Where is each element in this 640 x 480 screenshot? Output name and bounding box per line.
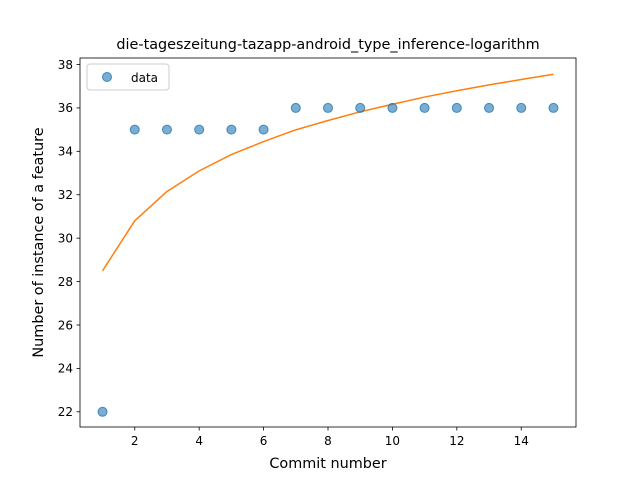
y-axis: 22 24 26 28 30 32 34 36 38 bbox=[58, 58, 80, 419]
plot-background bbox=[80, 58, 576, 427]
y-tick-label: 38 bbox=[58, 58, 73, 72]
data-point bbox=[194, 124, 205, 135]
x-tick-label: 2 bbox=[131, 434, 139, 448]
data-point bbox=[451, 102, 462, 113]
data-point bbox=[161, 124, 172, 135]
data-point bbox=[97, 406, 108, 417]
data-points-layer bbox=[97, 102, 559, 417]
fit-line bbox=[101, 73, 554, 272]
x-tick-label: 8 bbox=[324, 434, 332, 448]
chart-title: die-tageszeitung-tazapp-android_type_inf… bbox=[116, 37, 539, 53]
data-point bbox=[548, 102, 559, 113]
data-point bbox=[290, 102, 301, 113]
data-point bbox=[355, 102, 366, 113]
y-tick-label: 30 bbox=[58, 231, 73, 245]
y-tick-label: 22 bbox=[58, 405, 73, 419]
legend-box bbox=[86, 63, 170, 91]
data-point bbox=[484, 102, 495, 113]
data-point bbox=[226, 124, 237, 135]
x-axis-label: Commit number bbox=[269, 456, 386, 472]
data-point bbox=[323, 102, 333, 113]
y-tick-label: 36 bbox=[58, 101, 73, 115]
legend-label-data: data bbox=[131, 71, 158, 85]
y-tick-label: 34 bbox=[58, 145, 73, 159]
fit-line-layer bbox=[101, 73, 554, 272]
legend-marker-data bbox=[102, 72, 112, 82]
data-point bbox=[258, 124, 269, 135]
y-axis-label: Number of instance of a feature bbox=[31, 127, 47, 357]
x-tick-label: 12 bbox=[449, 434, 464, 448]
data-point bbox=[419, 102, 430, 113]
x-tick-label: 10 bbox=[385, 434, 400, 448]
data-point bbox=[516, 102, 527, 113]
legend: data bbox=[86, 63, 170, 91]
data-point bbox=[129, 124, 140, 135]
x-tick-label: 14 bbox=[514, 434, 529, 448]
data-point bbox=[387, 102, 398, 113]
plot-area bbox=[79, 57, 577, 428]
x-tick-label: 6 bbox=[260, 434, 268, 448]
y-tick-label: 24 bbox=[58, 362, 73, 376]
y-tick-label: 28 bbox=[58, 275, 73, 289]
x-axis: 2 4 6 8 10 12 14 bbox=[131, 427, 529, 448]
y-tick-label: 32 bbox=[58, 188, 73, 202]
y-tick-label: 26 bbox=[58, 318, 73, 332]
x-tick-label: 4 bbox=[195, 434, 203, 448]
